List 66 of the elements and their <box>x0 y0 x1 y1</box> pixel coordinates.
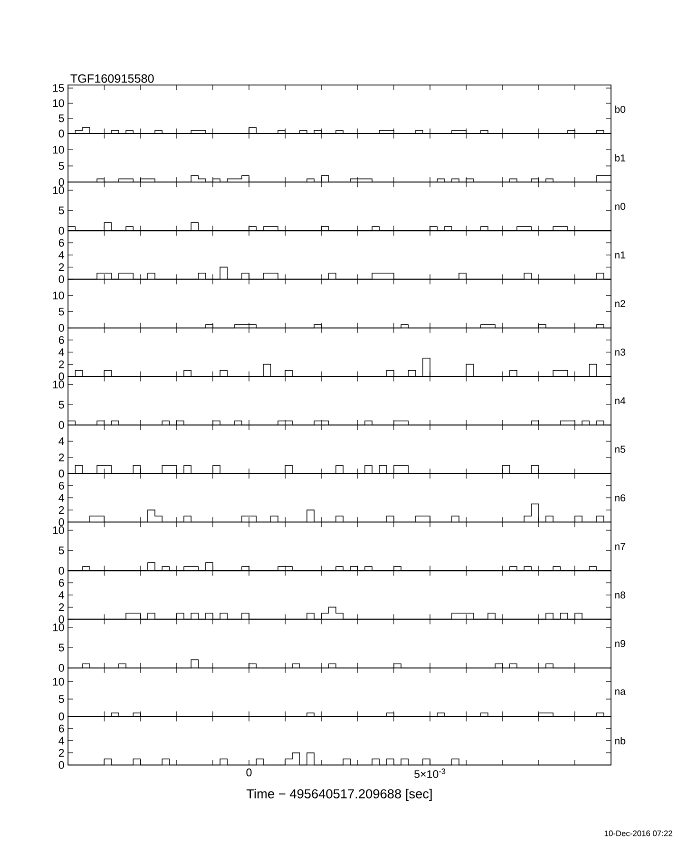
y-tick-label: 5 <box>58 308 64 316</box>
text: b0 <box>615 106 626 113</box>
y-tick-label: 5 <box>58 644 64 652</box>
y-tick-label: 6 <box>58 336 64 344</box>
y-tick-label: 0 <box>58 761 64 769</box>
text: n3 <box>615 348 626 356</box>
y-tick-label: 2 <box>58 603 64 611</box>
text: nb <box>615 737 626 744</box>
y-tick-label: 0 <box>58 226 64 235</box>
y-tick-label: 0 <box>58 324 64 332</box>
y-tick-label: 4 <box>58 736 64 744</box>
y-tick-label: 4 <box>58 591 64 599</box>
y-tick-label: 5 <box>58 206 64 214</box>
y-tick-label: 2 <box>58 749 64 757</box>
y-tick-label: 0 <box>58 421 64 429</box>
text: n1 <box>615 252 626 258</box>
text: na <box>615 689 626 695</box>
text: n5 <box>615 446 626 453</box>
y-tick-label: 10 <box>53 186 64 194</box>
y-tick-label: 5 <box>58 400 64 409</box>
y-tick-label: 10 <box>53 678 64 686</box>
text: n6 <box>615 494 626 502</box>
y-tick-label: 2 <box>58 360 64 368</box>
y-tick-label: 4 <box>58 348 64 356</box>
y-tick-label: 4 <box>58 437 64 445</box>
y-tick-label: 5 <box>58 162 64 170</box>
text: 10-Dec-2016 07:22 <box>604 830 672 836</box>
y-tick-label: 0 <box>58 712 64 720</box>
y-tick-label: 6 <box>58 578 64 587</box>
y-tick-label: 6 <box>58 724 64 732</box>
y-tick-label: 10 <box>53 380 64 388</box>
y-tick-label: 0 <box>58 130 64 138</box>
y-tick-label: 0 <box>58 518 64 526</box>
y-tick-label: 4 <box>58 494 64 502</box>
chart-title: TGF160915580 <box>70 74 154 83</box>
text: n8 <box>615 591 626 599</box>
y-tick-label: 0 <box>58 275 64 284</box>
y-tick-label: 6 <box>58 238 64 247</box>
y-tick-label: 0 <box>58 664 64 672</box>
y-tick-label: 2 <box>58 263 64 271</box>
y-tick-label: 0 <box>58 178 64 186</box>
y-tick-label: 15 <box>53 84 64 92</box>
y-tick-label: 5 <box>58 546 64 554</box>
y-tick-label: 6 <box>58 482 64 490</box>
y-tick-label: 10 <box>53 146 64 154</box>
y-tick-label: 0 <box>58 615 64 624</box>
y-tick-label: 4 <box>58 251 64 259</box>
text: b1 <box>615 154 626 162</box>
x-axis-title: Time − 495640517.209688 [sec] <box>246 788 432 801</box>
y-tick-label: 10 <box>53 99 64 108</box>
y-tick-label: 2 <box>58 454 64 462</box>
y-tick-label: 0 <box>58 566 64 575</box>
y-tick-label: 5 <box>58 695 64 703</box>
text: n4 <box>615 397 626 404</box>
text: n0 <box>615 202 626 210</box>
y-tick-label: 10 <box>53 526 64 534</box>
text: n9 <box>615 640 626 648</box>
y-tick-label: 0 <box>58 372 64 380</box>
y-tick-label: 5 <box>58 114 64 122</box>
y-tick-label: 10 <box>53 292 64 300</box>
y-tick-label: 10 <box>53 623 64 632</box>
y-tick-label: 0 <box>58 470 64 478</box>
text: n2 <box>615 300 626 308</box>
text: n7 <box>615 542 626 550</box>
x-tick-label: 5×10$^{-3}$ <box>414 768 446 778</box>
y-tick-label: 2 <box>58 506 64 514</box>
